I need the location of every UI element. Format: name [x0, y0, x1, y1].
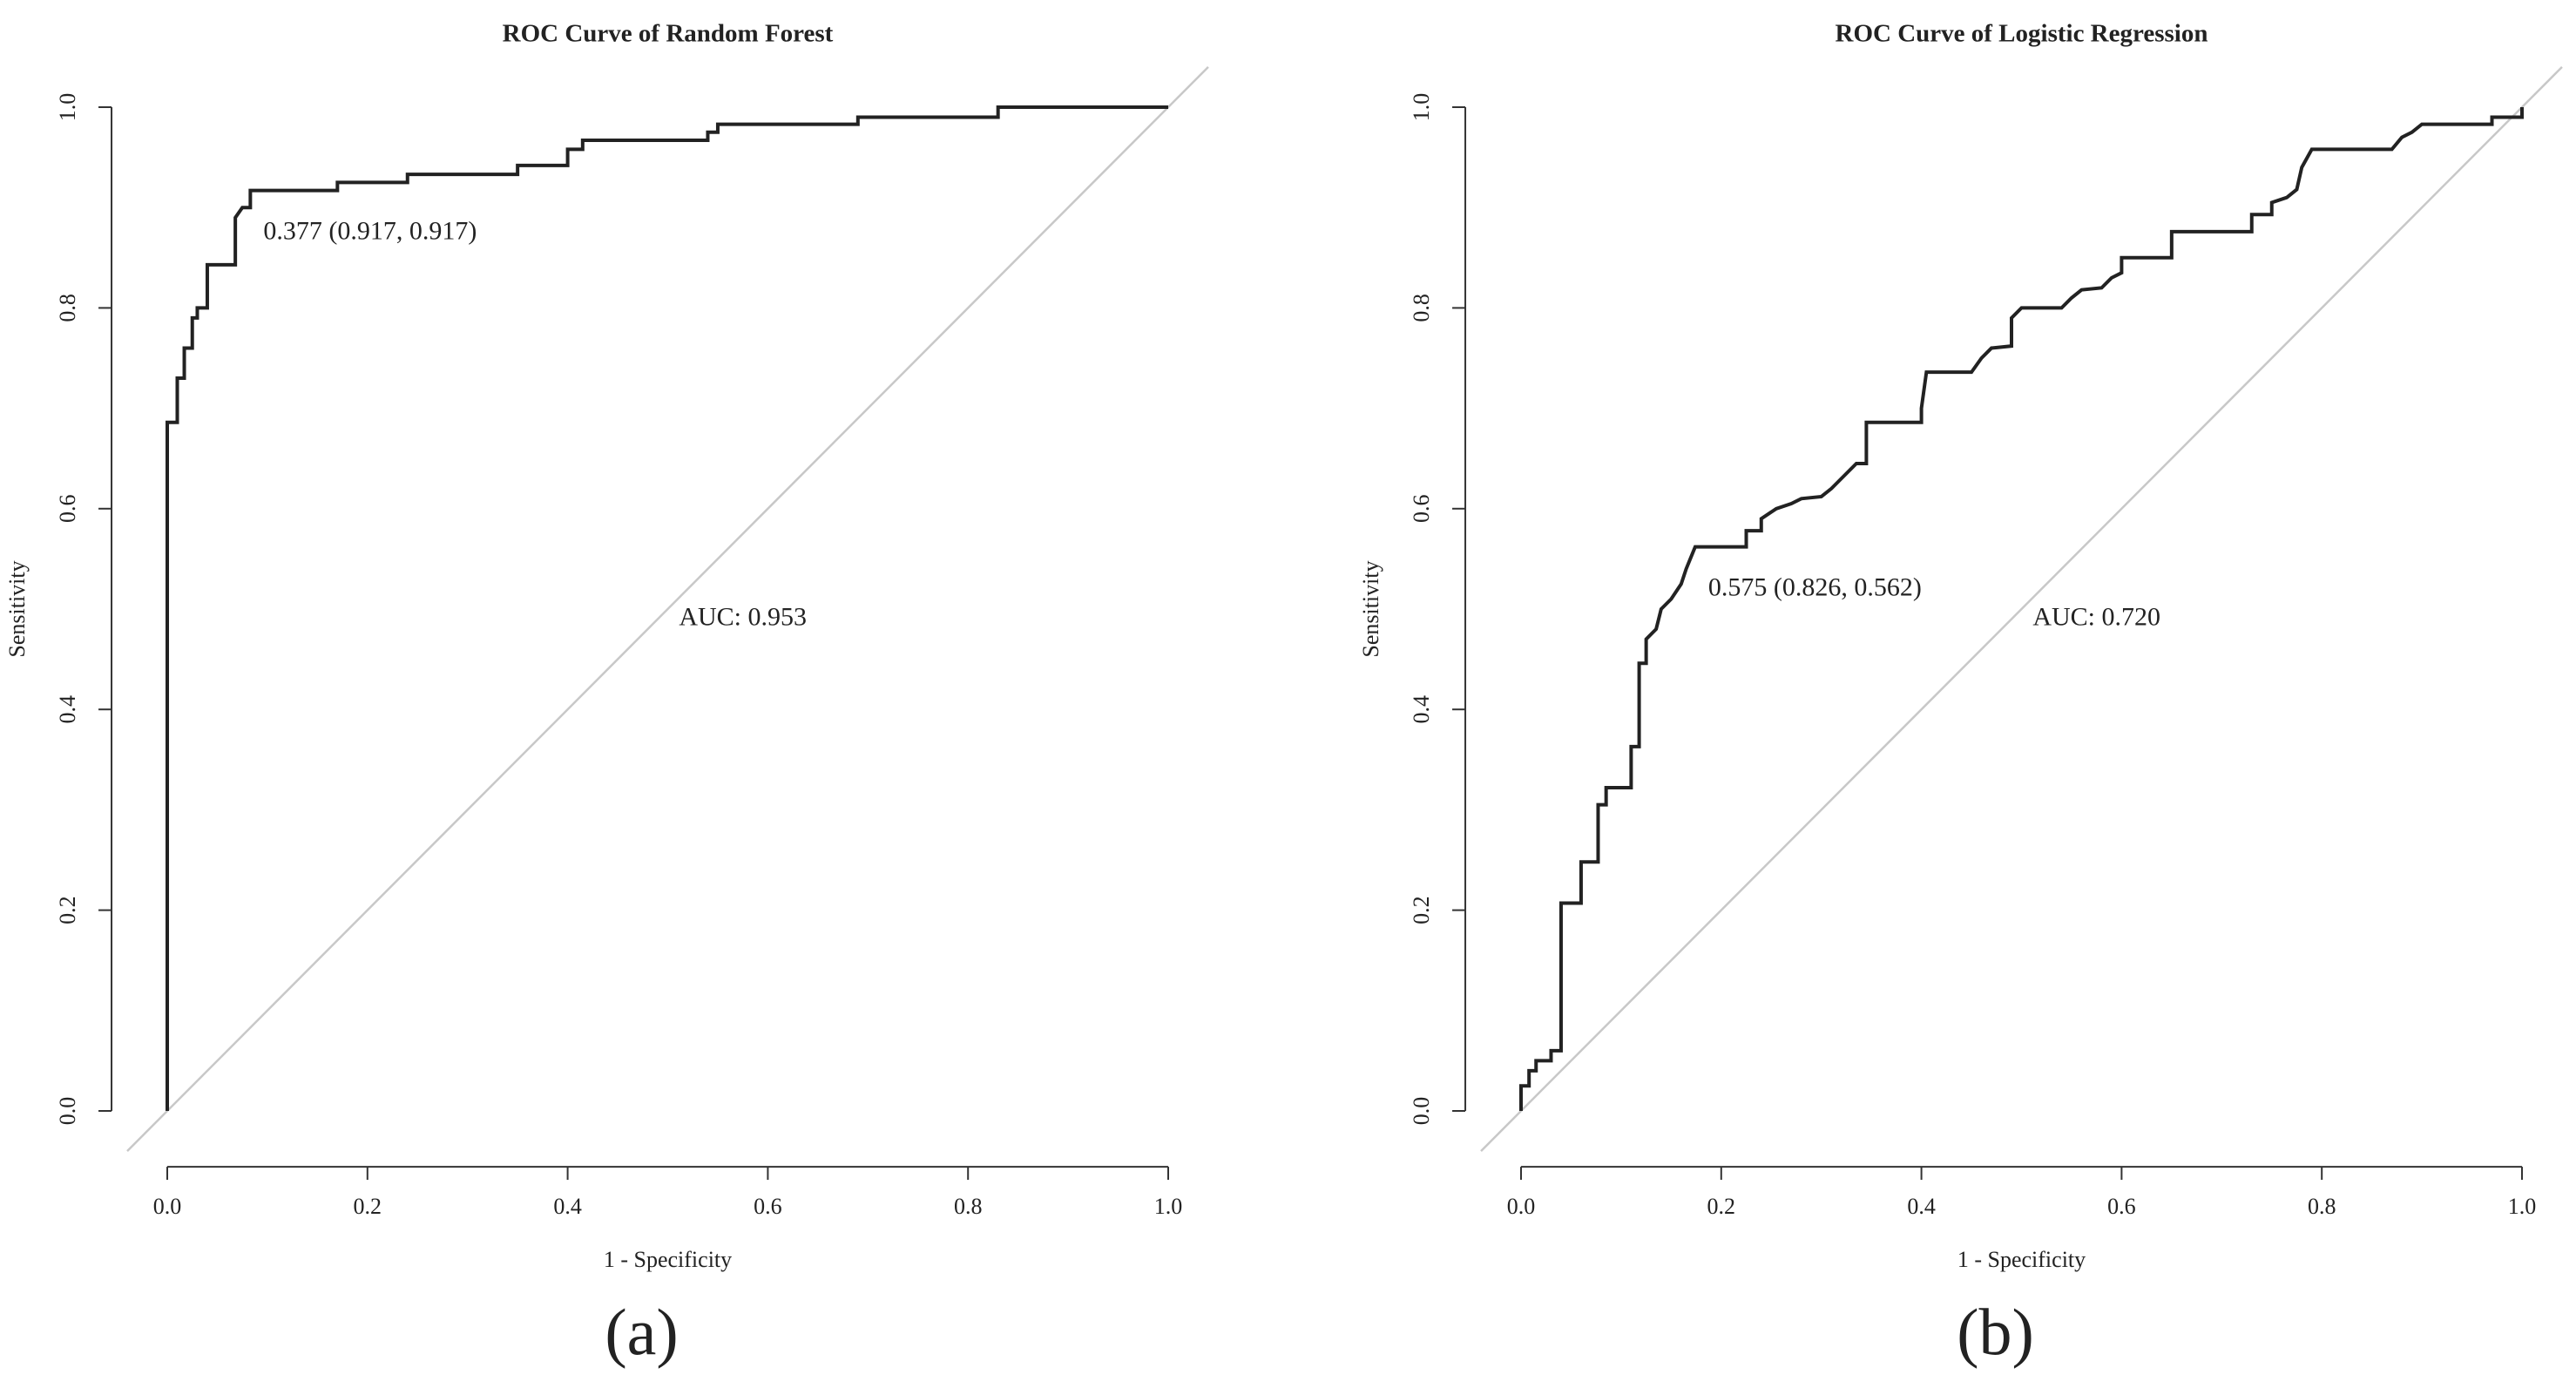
- y-tick-label: 0.0: [1409, 1097, 1434, 1126]
- x-tick-label: 0.2: [1707, 1194, 1736, 1219]
- roc-curve: [166, 105, 1168, 1111]
- x-tick-label: 0.0: [1507, 1194, 1536, 1219]
- y-tick-label: 0.4: [55, 695, 80, 724]
- auc-label: AUC: 0.720: [2032, 602, 2160, 631]
- y-axis-label: Sensitivity: [1358, 560, 1383, 657]
- panel-label: (a): [605, 1296, 678, 1369]
- chart-title: ROC Curve of Logistic Regression: [1836, 20, 2208, 48]
- y-tick-label: 1.0: [1409, 93, 1434, 122]
- y-tick-label: 0.8: [1409, 294, 1434, 322]
- x-tick-label: 0.2: [354, 1194, 382, 1219]
- threshold-label: 0.377 (0.917, 0.917): [263, 217, 477, 246]
- y-tick-label: 0.4: [1409, 695, 1434, 724]
- threshold-label: 0.575 (0.826, 0.562): [1708, 572, 1922, 601]
- x-axis-label: 1 - Specificity: [604, 1247, 732, 1272]
- y-tick-label: 0.2: [1409, 896, 1434, 924]
- y-tick-label: 0.6: [1409, 495, 1434, 524]
- x-tick-label: 0.4: [1907, 1194, 1936, 1219]
- x-tick-label: 1.0: [1154, 1194, 1183, 1219]
- x-tick-label: 0.0: [153, 1194, 182, 1219]
- y-tick-label: 0.0: [55, 1097, 80, 1126]
- chart-title: ROC Curve of Random Forest: [503, 20, 834, 48]
- y-axis-label: Sensitivity: [4, 560, 30, 657]
- x-tick-label: 0.6: [754, 1194, 782, 1219]
- y-tick-label: 0.2: [55, 896, 80, 924]
- panel-label: (b): [1957, 1296, 2034, 1369]
- x-axis-label: 1 - Specificity: [1957, 1247, 2086, 1272]
- reference-line: [1480, 66, 2563, 1152]
- roc-curve: [1519, 107, 2524, 1111]
- y-tick-label: 0.8: [55, 294, 80, 322]
- x-tick-label: 0.8: [954, 1194, 983, 1219]
- x-tick-label: 0.4: [553, 1194, 582, 1219]
- x-tick-label: 1.0: [2508, 1194, 2537, 1219]
- auc-label: AUC: 0.953: [679, 602, 807, 631]
- reference-line: [126, 66, 1209, 1152]
- y-tick-label: 1.0: [55, 93, 80, 122]
- y-tick-label: 0.6: [55, 495, 80, 524]
- x-tick-label: 0.6: [2107, 1194, 2136, 1219]
- x-tick-label: 0.8: [2308, 1194, 2336, 1219]
